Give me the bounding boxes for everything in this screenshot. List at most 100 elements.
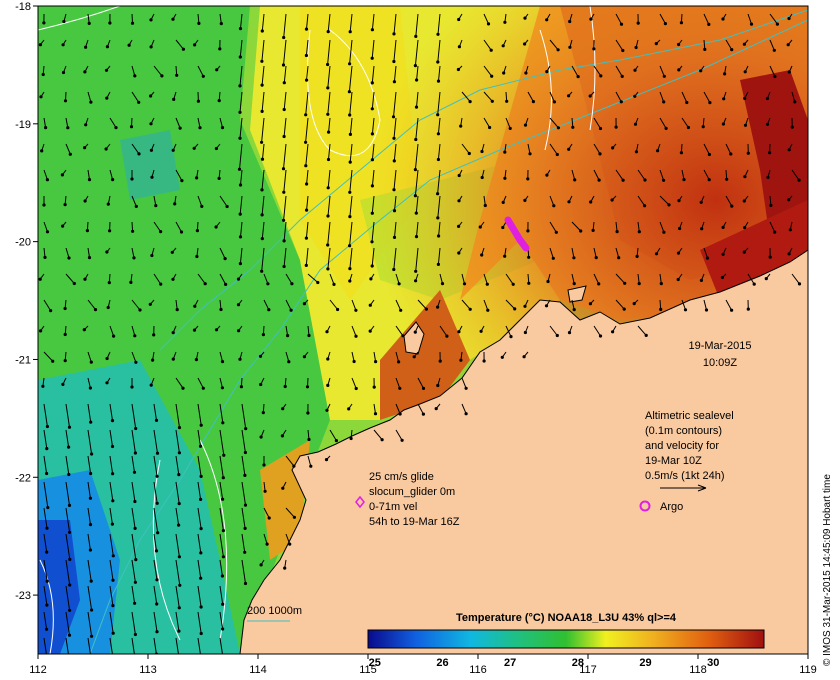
velocity-arrow [351,351,355,362]
velocity-arrow-head [282,239,286,243]
velocity-arrow-head [598,334,603,338]
velocity-arrow-head [374,360,378,364]
velocity-arrow-head [786,43,790,47]
velocity-arrow [197,637,201,654]
velocity-arrow-head [592,47,596,51]
velocity-arrow [747,13,752,25]
velocity-arrow [393,39,397,62]
velocity-arrow-head [260,237,264,241]
velocity-arrow [240,221,243,237]
velocity-arrow-head [622,307,626,311]
velocity-arrow [415,117,419,140]
velocity-arrow [153,429,158,454]
velocity-arrow-head [457,45,461,49]
velocity-arrow-head [348,244,352,248]
colorbar-tick-label: 28 [572,657,584,669]
velocity-arrow [351,299,357,311]
argo-circle-icon [639,500,651,512]
velocity-arrow-head [292,464,296,468]
island [567,285,587,303]
velocity-arrow [615,299,625,310]
velocity-arrow-head [354,308,358,312]
velocity-arrow [437,195,441,218]
velocity-arrow-head [392,80,396,84]
svg-text:Temperature (°C) NOAA18_L3U 43: Temperature (°C) NOAA18_L3U 43% ql>=4 [456,612,677,624]
lat-tick-label: -18 [15,1,31,13]
velocity-arrow-head [588,302,593,306]
velocity-arrow-head [749,22,754,26]
velocity-arrow-head [347,90,351,94]
velocity-arrow [769,65,776,77]
velocity-arrow [131,585,136,604]
velocity-arrow [87,169,90,180]
velocity-arrow-head [83,277,87,281]
velocity-arrow-head [111,499,115,503]
velocity-arrow [219,559,223,577]
velocity-arrow-head [221,421,225,425]
velocity-arrow-head [88,548,92,552]
velocity-arrow [285,533,291,545]
velocity-arrow [197,195,203,207]
velocity-arrow-head [238,110,242,114]
velocity-arrow-head [369,277,373,281]
velocity-arrow [153,195,157,206]
velocity-arrow [153,221,162,232]
velocity-arrow-head [787,252,791,256]
velocity-arrow [483,117,491,128]
velocity-arrow-head [486,22,491,26]
svg-text:Argo: Argo [660,501,683,513]
velocity-arrow [349,221,353,246]
velocity-arrow [43,585,48,606]
velocity-arrow [437,91,441,115]
velocity-arrow-head [667,203,671,207]
velocity-arrow-head [326,267,330,271]
velocity-arrow-head [677,68,681,72]
velocity-arrow [349,91,353,116]
velocity-arrow [175,585,180,608]
velocity-arrow-head [523,42,527,46]
velocity-arrow-head [436,192,440,196]
velocity-arrow-head [621,48,625,53]
velocity-arrow-head [486,308,490,312]
velocity-arrow-head [177,629,181,633]
velocity-arrow-head [171,277,175,281]
velocity-arrow-head [522,355,526,359]
velocity-arrow [659,13,666,24]
velocity-arrow-head [288,542,292,546]
lon-tick-label: 116 [469,664,487,676]
velocity-arrow [175,169,183,181]
velocity-arrow [43,221,48,232]
velocity-arrow-head [67,445,71,449]
velocity-arrow-head [61,382,65,386]
velocity-arrow-head [84,45,88,49]
velocity-arrow-head [397,282,401,286]
velocity-arrow-head [332,282,336,286]
velocity-arrow-head [221,602,225,606]
bathymetry-contours [89,9,808,654]
velocity-arrow [65,559,71,586]
velocity-arrow-head [201,386,205,390]
velocity-arrow-head [523,123,528,127]
lat-tick-label: -21 [15,354,31,366]
velocity-arrow [415,247,419,272]
velocity-arrow-head [348,279,352,283]
velocity-arrow-head [258,354,263,358]
velocity-arrow [283,65,287,83]
velocity-arrow [153,559,158,580]
velocity-arrow [349,169,353,193]
velocity-arrow [549,117,559,129]
velocity-arrow [87,247,90,258]
velocity-arrow-head [305,208,309,212]
velocity-arrow-head [217,176,221,180]
velocity-arrow [263,507,270,519]
velocity-arrow-head [500,355,504,359]
velocity-arrow-head [39,95,43,99]
velocity-arrow [505,299,516,310]
velocity-arrow [306,169,309,185]
velocity-arrow-head [334,439,338,443]
velocity-arrow-head [46,506,50,510]
velocity-arrow [393,65,397,82]
velocity-arrow-head [572,308,576,312]
velocity-arrow-head [177,606,181,610]
velocity-arrow-head [152,333,156,337]
